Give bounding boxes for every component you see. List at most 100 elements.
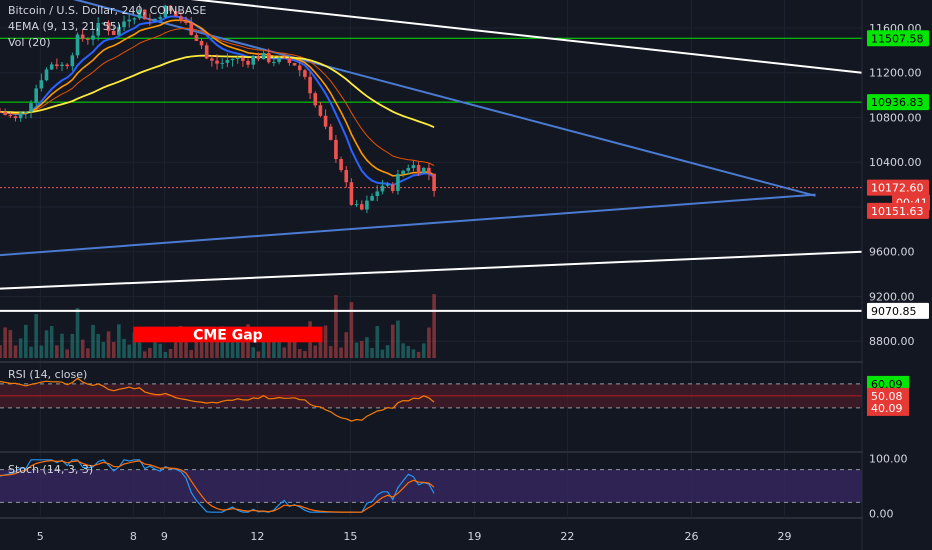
candle-body	[111, 30, 116, 35]
volume-bar	[427, 327, 431, 358]
price-axis[interactable]: 11600.0011200.0010800.0010400.009600.009…	[863, 0, 932, 550]
volume-bar	[106, 331, 111, 358]
candle-body	[220, 62, 225, 64]
price-tag-bg-4	[867, 202, 929, 219]
stoch-band	[0, 469, 862, 503]
volume-bar	[0, 345, 2, 358]
volume-bar	[194, 335, 199, 358]
volume-bar	[91, 324, 95, 358]
symbol-title[interactable]: Bitcoin / U.S. Dollar, 240, COINBASE	[8, 4, 207, 17]
volume-bar	[3, 327, 7, 358]
ema-13-line	[0, 19, 435, 177]
volume-bar	[297, 349, 302, 358]
price-tick-6: 8800.00	[869, 335, 915, 348]
candle-body	[29, 103, 33, 112]
candle-body	[230, 58, 235, 61]
candle-body	[142, 9, 147, 20]
volume-bar	[370, 348, 374, 358]
volume-bar	[34, 314, 38, 358]
volume-bar	[8, 330, 13, 358]
trendline-2	[0, 193, 816, 257]
volume-bar	[168, 348, 173, 358]
volume-bar	[375, 326, 380, 358]
volume-bar	[158, 343, 163, 358]
candle-body	[204, 45, 209, 59]
candle-body	[370, 196, 374, 201]
volume-bar	[380, 349, 385, 358]
volume-bar	[416, 351, 421, 358]
time-tick-6: 22	[560, 530, 574, 543]
cme-gap-label: CME Gap	[193, 328, 263, 344]
volume-bar	[339, 347, 343, 358]
volume-bar	[303, 351, 307, 358]
price-tag-label-2: 10172.60	[871, 182, 924, 195]
ema-21-line	[0, 27, 435, 166]
candle-body	[173, 11, 178, 17]
candle-body	[359, 204, 364, 210]
candle-body	[427, 167, 431, 174]
volume-bar	[18, 338, 23, 358]
vol-legend[interactable]: Vol (20)	[8, 36, 51, 49]
volume-bar	[70, 333, 75, 358]
candle-body	[308, 76, 312, 94]
time-tick-3: 12	[250, 530, 264, 543]
rsi-tag-bg-0	[867, 375, 909, 392]
volume-bar	[266, 331, 271, 358]
stoch-d-line	[0, 459, 435, 513]
volume-bar	[406, 345, 411, 358]
volume-bar	[282, 347, 287, 358]
candle-body	[365, 200, 369, 210]
candle-body	[199, 40, 204, 46]
candle-body	[323, 115, 328, 127]
candle-body	[80, 34, 85, 39]
candle-body	[246, 60, 250, 65]
candle-body	[272, 61, 276, 63]
candle-body	[179, 16, 183, 21]
candle-body	[334, 139, 338, 160]
price-tick-1: 11200.00	[869, 67, 922, 80]
trendline-0	[190, 0, 863, 74]
volume-bar	[60, 333, 64, 358]
candle-body	[266, 52, 271, 63]
volume-bar	[421, 343, 426, 358]
rsi-legend[interactable]: RSI (14, close)	[8, 368, 88, 381]
candle-body	[421, 167, 426, 173]
time-axis[interactable]: 5 8 9 12 15 19 22 26 29	[37, 530, 792, 543]
volume-bar	[411, 349, 416, 358]
candle-body	[127, 19, 131, 22]
time-tick-8: 29	[777, 530, 791, 543]
volume-bar	[251, 347, 256, 358]
candle-body	[96, 22, 100, 36]
candle-body	[24, 111, 28, 113]
volume-bar	[173, 330, 178, 358]
volume-bar	[204, 326, 209, 358]
candle-body	[65, 64, 69, 67]
volume-bar	[148, 347, 152, 358]
volume-bar	[230, 336, 235, 358]
candle-body	[256, 56, 261, 60]
volume-bar	[75, 308, 80, 358]
ema-legend[interactable]: 4EMA (9, 13, 21, 55)	[8, 20, 122, 33]
candle-body	[194, 35, 199, 41]
candle-body	[432, 173, 436, 192]
price-tag-bg-5	[867, 302, 929, 319]
candle-body	[158, 17, 163, 19]
price-tick-5: 9200.00	[869, 290, 915, 303]
candle-body	[287, 57, 292, 63]
volume-bar	[272, 340, 276, 358]
candle-body	[132, 18, 137, 20]
ema-9-line	[0, 15, 435, 187]
price-tag-bg-1	[867, 94, 929, 111]
trendline-3	[0, 250, 863, 290]
price-axis-background	[863, 0, 932, 550]
candle-body	[235, 58, 240, 60]
candle-body	[49, 64, 54, 70]
stoch-legend[interactable]: Stoch (14, 3, 3)	[8, 463, 94, 476]
volume-bar	[292, 331, 297, 358]
candle-body	[261, 52, 266, 60]
volume-bar	[117, 324, 121, 358]
volume-bar	[132, 332, 137, 358]
time-tick-0: 5	[37, 530, 44, 543]
candle-body	[8, 115, 13, 117]
